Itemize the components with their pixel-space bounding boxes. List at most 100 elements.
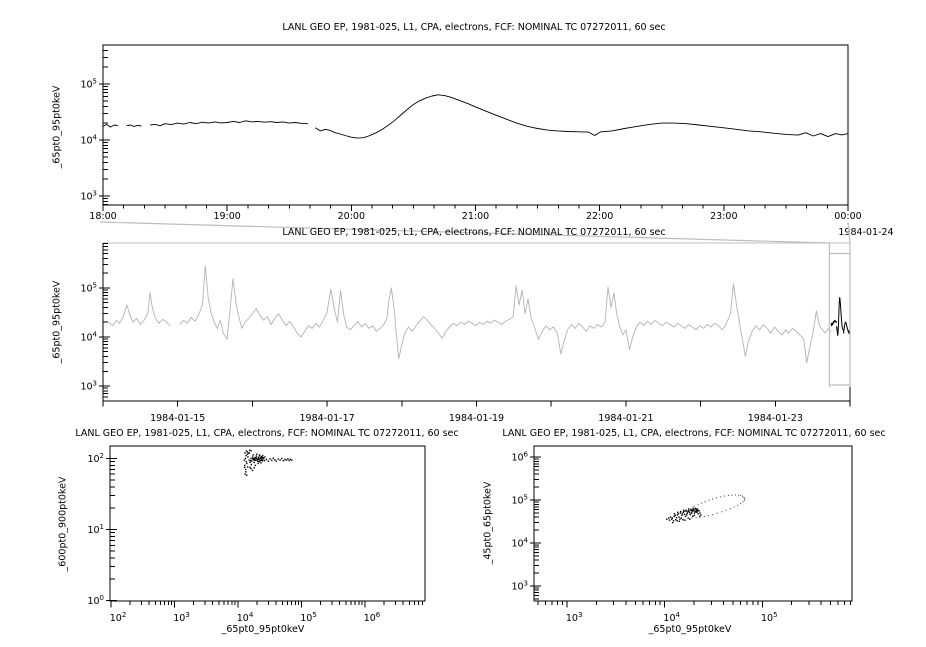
data-point (261, 456, 263, 458)
data-point (275, 460, 277, 462)
data-point (256, 453, 258, 455)
frame (533, 445, 853, 602)
data-point (697, 504, 699, 506)
data-point (668, 517, 670, 519)
data-point (690, 509, 692, 511)
data-point (257, 456, 260, 458)
data-point (743, 499, 745, 501)
data-point (694, 507, 696, 510)
data-point (720, 496, 722, 498)
data-point (244, 464, 246, 467)
data-point (671, 517, 674, 519)
log-tick-label: 104 (663, 611, 680, 624)
data-point (251, 469, 254, 472)
data-point (700, 514, 702, 516)
x-tick-label: 1984-01-21 (598, 413, 653, 424)
data-point (246, 462, 248, 465)
data-point (682, 509, 685, 511)
data-point (742, 495, 744, 497)
x-tick-label: 1984-01-15 (150, 413, 205, 424)
data-point (256, 459, 258, 461)
context-connector[interactable] (99, 221, 851, 387)
x-axis-date-label: 1984-01-24 (838, 227, 893, 238)
panel2-title: LANL GEO EP, 1981-025, L1, CPA, electron… (282, 227, 666, 238)
data-point (688, 510, 690, 512)
x-tick-label: 18:00 (89, 211, 116, 222)
data-point (250, 450, 252, 452)
data-point (677, 511, 679, 513)
data-point (743, 496, 745, 498)
data-point (274, 459, 276, 461)
data-point (691, 511, 693, 513)
data-point (699, 516, 701, 518)
data-point (250, 457, 252, 460)
log-tick-label: 104 (511, 537, 528, 550)
data-point (690, 512, 693, 515)
data-point (267, 460, 269, 462)
log-tick-label: 105 (300, 611, 317, 624)
panel3-title: LANL GEO EP, 1981-025, L1, CPA, electron… (75, 428, 459, 439)
data-point (245, 461, 247, 463)
data-point (682, 519, 684, 521)
data-point (255, 455, 258, 457)
log-tick-label: 103 (173, 611, 190, 624)
data-point (245, 471, 247, 473)
data-point (696, 511, 698, 513)
data-point (257, 460, 259, 463)
data-point (260, 460, 262, 462)
data-point (260, 462, 262, 464)
connector-line (847, 221, 851, 244)
data-point (704, 501, 706, 503)
log-tick-label: 104 (80, 330, 97, 343)
data-point (246, 453, 248, 455)
data-point (253, 467, 255, 469)
log-tick-label: 101 (87, 523, 104, 536)
panel-1-timeseries: 18:00 19:00 20:00 21:00 22:00 23:00 00:00 1984-… (80, 44, 894, 238)
data-point (255, 459, 257, 461)
panel-4-scatter-axes (530, 445, 853, 608)
data-point (675, 517, 678, 519)
log-tick-label: 105 (80, 77, 97, 90)
data-point (260, 456, 263, 458)
data-point (249, 466, 251, 469)
data-point (254, 464, 256, 467)
panel-4-scatter-points (687, 494, 746, 519)
data-point (696, 508, 698, 510)
data-point (681, 514, 683, 517)
panel-4-scatter: 103 104 105 103 104 105 106 (511, 445, 853, 624)
data-point (668, 519, 671, 521)
data-point (691, 517, 693, 519)
x-tick-label: 1984-01-17 (299, 413, 354, 424)
panel-2-overview: 1984-01-15 1984-01-17 1984-01-19 1984-01-21… (80, 242, 851, 424)
data-point (673, 513, 676, 515)
data-point (696, 510, 698, 512)
data-point (260, 457, 262, 459)
data-point (690, 508, 692, 510)
data-point (253, 457, 255, 460)
data-point (674, 514, 676, 517)
data-point (693, 505, 695, 507)
x-tick-label: 23:00 (710, 211, 737, 222)
data-point (243, 459, 246, 461)
data-point (253, 459, 256, 462)
data-point (678, 520, 680, 522)
data-point (284, 458, 286, 461)
x-tick-label: 1984-01-23 (748, 413, 803, 424)
data-point (249, 449, 251, 451)
x-tick-label: 21:00 (462, 211, 489, 222)
data-point (261, 459, 263, 461)
data-point (688, 512, 691, 514)
data-point (255, 456, 257, 459)
data-point (251, 458, 254, 460)
data-point (697, 513, 699, 515)
data-point (733, 506, 735, 508)
panel4-ylabel: _45pt0_65pt0keV (482, 481, 494, 565)
data-point (708, 499, 710, 501)
log-tick-label: 105 (80, 281, 97, 294)
data-point (680, 510, 682, 513)
panel3-xlabel: _65pt0_95pt0keV (221, 624, 305, 635)
data-point (686, 512, 688, 515)
panel-3-scatter-points (243, 449, 293, 476)
